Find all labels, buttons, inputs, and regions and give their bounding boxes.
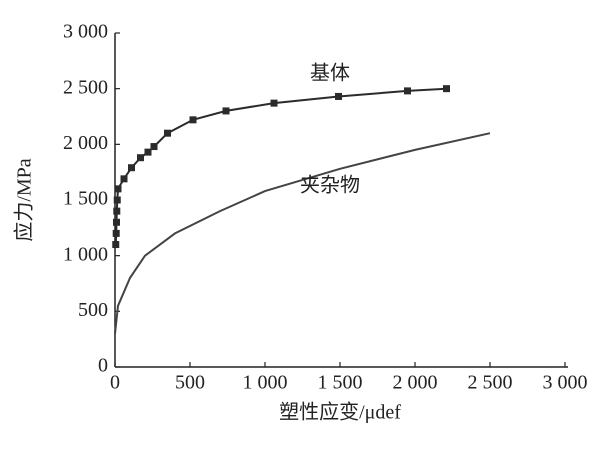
marker	[144, 148, 152, 156]
marker	[443, 85, 450, 93]
series-label: 夹杂物	[300, 174, 360, 197]
y-tick-label: 3 000	[63, 21, 108, 43]
marker	[120, 175, 128, 183]
y-tick-label: 2 000	[63, 132, 108, 154]
marker	[113, 196, 121, 204]
marker	[404, 87, 411, 95]
marker	[222, 107, 230, 115]
marker	[137, 154, 144, 162]
x-tick-label: 1 000	[243, 372, 288, 394]
x-axis-label: 塑性应变/μdef	[279, 401, 401, 424]
y-axis-label: 应力/MPa	[13, 158, 36, 241]
x-tick-label: 3 000	[543, 372, 588, 394]
x-tick-label: 2 000	[393, 372, 438, 394]
x-tick-label: 500	[175, 372, 205, 394]
y-tick-label: 1 500	[63, 188, 108, 210]
marker	[113, 218, 120, 226]
series-label: 基体	[310, 62, 350, 85]
y-tick-label: 2 500	[63, 76, 108, 98]
marker	[270, 99, 278, 107]
marker	[128, 164, 135, 172]
marker	[189, 116, 197, 124]
marker	[150, 143, 158, 151]
x-tick-label: 2 500	[468, 372, 513, 394]
marker	[112, 241, 120, 249]
marker	[113, 207, 121, 215]
marker	[112, 229, 120, 237]
series-line	[114, 87, 447, 245]
marker	[335, 92, 342, 100]
y-tick-label: 1 000	[63, 243, 108, 265]
series-line	[114, 132, 491, 334]
marker	[164, 129, 171, 137]
marker	[114, 185, 122, 193]
x-tick-label: 0	[110, 372, 120, 394]
x-tick-label: 1 500	[318, 372, 363, 394]
y-tick-label: 0	[98, 355, 108, 377]
y-tick-label: 500	[78, 299, 108, 321]
